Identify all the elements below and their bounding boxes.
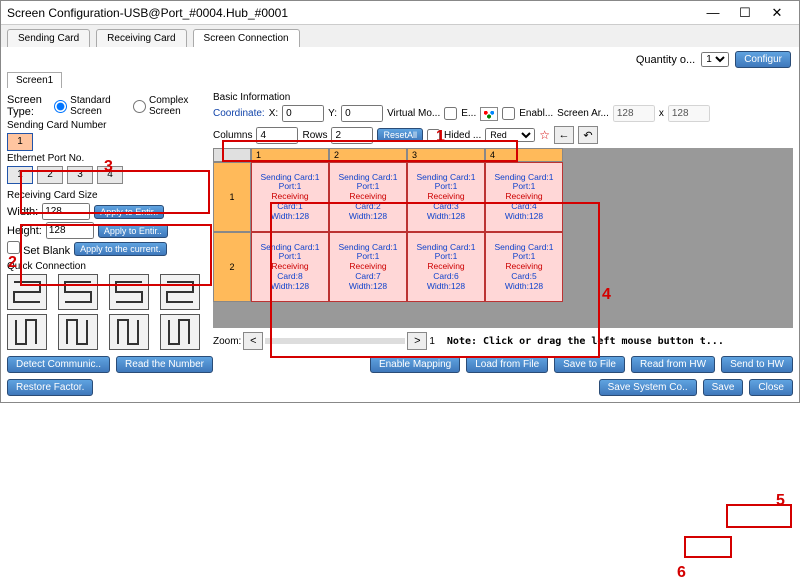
e-checkbox[interactable]: [444, 107, 457, 120]
annotation-6: 6: [677, 564, 686, 582]
screen-w: [613, 105, 655, 122]
detect-comm-button[interactable]: Detect Communic..: [7, 356, 110, 373]
screen-h: [668, 105, 710, 122]
load-file-button[interactable]: Load from File: [466, 356, 548, 373]
titlebar: Screen Configuration-USB@Port_#0004.Hub_…: [1, 1, 799, 25]
close-button[interactable]: ✕: [761, 3, 793, 23]
screen1-tab[interactable]: Screen1: [7, 72, 62, 88]
enable-checkbox[interactable]: [502, 107, 515, 120]
radio-standard[interactable]: Standard Screen: [54, 95, 115, 117]
annotation-box-1: [222, 140, 518, 162]
coordinate-label: Coordinate:: [213, 108, 265, 119]
zoom-left[interactable]: <: [243, 332, 263, 350]
annotation-box-5: [726, 504, 792, 528]
read-number-button[interactable]: Read the Number: [116, 356, 213, 373]
annotation-4: 4: [602, 286, 611, 304]
screen-type-label: Screen Type:: [7, 94, 50, 118]
quantity-label: Quantity o...: [636, 54, 695, 66]
tab-sending-card[interactable]: Sending Card: [7, 29, 90, 47]
rows-label: Rows: [302, 130, 327, 141]
undo-button[interactable]: ↶: [578, 126, 598, 144]
quick-pattern-5[interactable]: [7, 314, 47, 350]
row-header: 1: [213, 162, 251, 232]
minimize-button[interactable]: —: [697, 3, 729, 23]
color-swatch-icon[interactable]: [480, 107, 498, 121]
tab-receiving-card[interactable]: Receiving Card: [96, 29, 186, 47]
save-button[interactable]: Save: [703, 379, 744, 396]
columns-label: Columns: [213, 130, 252, 141]
save-system-button[interactable]: Save System Co..: [599, 379, 697, 396]
annotation-box-2: [20, 224, 212, 286]
virtual-label: Virtual Mo...: [387, 108, 440, 119]
enable-mapping-button[interactable]: Enable Mapping: [370, 356, 460, 373]
send-hw-button[interactable]: Send to HW: [721, 356, 793, 373]
row-header: 2: [213, 232, 251, 302]
sending-card-label: Sending Card Number: [7, 120, 207, 131]
save-file-button[interactable]: Save to File: [554, 356, 625, 373]
top-toolbar: Quantity o... 1 Configur: [1, 47, 799, 72]
maximize-button[interactable]: ☐: [729, 3, 761, 23]
annotation-2: 2: [8, 254, 17, 272]
annotation-box-6: [684, 536, 732, 558]
quick-pattern-8[interactable]: [160, 314, 200, 350]
quick-pattern-7[interactable]: [109, 314, 149, 350]
radio-complex[interactable]: Complex Screen: [133, 95, 193, 117]
window-title: Screen Configuration-USB@Port_#0004.Hub_…: [7, 6, 697, 20]
zoom-label: Zoom:: [213, 336, 241, 347]
read-hw-button[interactable]: Read from HW: [631, 356, 715, 373]
coord-x[interactable]: [282, 105, 324, 122]
annotation-box-3: [20, 170, 210, 214]
close-footer-button[interactable]: Close: [749, 379, 793, 396]
star-icon[interactable]: ☆: [539, 128, 550, 142]
basic-info-label: Basic Information: [213, 92, 793, 103]
quick-pattern-6[interactable]: [58, 314, 98, 350]
quantity-select[interactable]: 1: [701, 52, 729, 67]
tab-screen-connection[interactable]: Screen Connection: [193, 29, 300, 47]
screen-ar-label: Screen Ar...: [557, 108, 609, 119]
main-tabs: Sending Card Receiving Card Screen Conne…: [1, 25, 799, 47]
configure-button[interactable]: Configur: [735, 51, 791, 68]
restore-factory-button[interactable]: Restore Factor.: [7, 379, 93, 396]
back-button[interactable]: ←: [554, 126, 574, 144]
sending-card-number[interactable]: 1: [7, 133, 33, 151]
annotation-box-4: [270, 202, 600, 358]
coord-y[interactable]: [341, 105, 383, 122]
